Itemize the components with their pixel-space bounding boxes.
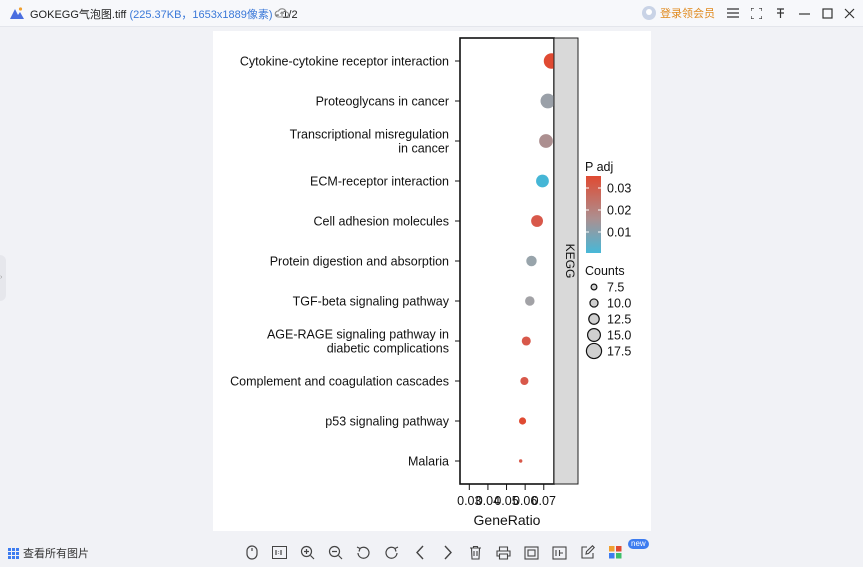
crop-icon[interactable] — [522, 543, 541, 562]
color-legend-label: 0.01 — [607, 226, 631, 240]
color-legend-label: 0.03 — [607, 182, 631, 196]
y-tick-label: Cytokine-cytokine receptor interaction — [240, 55, 449, 69]
size-legend-label: 10.0 — [607, 297, 631, 311]
vip-label: 登录领会员 — [660, 8, 715, 20]
data-point — [540, 93, 556, 109]
actual-size-icon[interactable] — [270, 543, 289, 562]
pin-icon[interactable] — [771, 4, 789, 22]
size-legend-label: 15.0 — [607, 329, 631, 343]
data-point — [525, 296, 535, 306]
size-legend-label: 7.5 — [607, 281, 624, 295]
y-tick-label: p53 signaling pathway — [325, 415, 449, 429]
data-point — [518, 459, 523, 463]
cloud-upload-icon[interactable] — [274, 6, 290, 20]
delete-icon[interactable] — [466, 543, 485, 562]
y-tick-label: Transcriptional misregulation — [290, 128, 449, 142]
title-bar: GOKEGG气泡图.tiff (225.37KB，1653x1889像素) - … — [0, 0, 863, 27]
edit-icon[interactable] — [578, 543, 597, 562]
y-tick-label: ECM-receptor interaction — [310, 175, 449, 189]
view-all-images-button[interactable]: 查看所有图片 — [8, 545, 89, 561]
print-icon[interactable] — [494, 543, 513, 562]
data-point — [536, 174, 549, 188]
color-legend-title: P adj — [585, 160, 613, 174]
y-tick-label: Complement and coagulation cascades — [230, 375, 449, 389]
menu-icon[interactable] — [724, 4, 742, 22]
vip-login-button[interactable]: 登录领会员 — [642, 5, 715, 21]
y-tick-label: Cell adhesion molecules — [314, 215, 450, 229]
image-canvas: Cytokine-cytokine receptor interaction Pr… — [213, 31, 651, 531]
x-axis-title: GeneRatio — [474, 512, 541, 528]
data-point — [518, 417, 527, 425]
facet-label: KEGG — [563, 244, 577, 279]
next-icon[interactable] — [438, 543, 457, 562]
minimize-icon[interactable] — [795, 4, 813, 22]
size-legend-label: 17.5 — [607, 345, 631, 359]
file-meta: (225.37KB，1653x1889像素) — [129, 9, 273, 21]
bubble-chart: Cytokine-cytokine receptor interaction Pr… — [230, 37, 631, 528]
compare-icon[interactable] — [550, 543, 569, 562]
zoom-in-icon[interactable] — [298, 543, 317, 562]
y-tick-label: TGF-beta signaling pathway — [293, 295, 450, 309]
maximize-icon[interactable] — [818, 4, 836, 22]
grid-icon — [8, 547, 19, 559]
size-legend-key — [590, 283, 598, 291]
avatar-icon — [642, 6, 656, 20]
color-legend-bar — [586, 176, 601, 253]
data-point — [521, 336, 531, 346]
y-tick-label: diabetic complications — [327, 342, 449, 356]
y-tick-label: Proteoglycans in cancer — [316, 95, 449, 109]
size-legend-key — [589, 298, 599, 308]
window-title: GOKEGG气泡图.tiff (225.37KB，1653x1889像素) - … — [30, 6, 298, 22]
app-logo-icon — [10, 7, 24, 19]
x-tick-label: 0.06 — [513, 494, 537, 508]
y-tick-label: in cancer — [398, 142, 449, 156]
file-name: GOKEGG气泡图.tiff — [30, 9, 127, 21]
rotate-right-icon[interactable] — [382, 543, 401, 562]
side-panel-handle[interactable]: › — [0, 255, 6, 301]
bottom-toolbar: 查看所有图片 new — [0, 538, 863, 567]
size-legend-key — [585, 342, 603, 360]
facet-strip — [553, 37, 579, 485]
close-icon[interactable] — [840, 4, 858, 22]
y-tick-label: AGE-RAGE signaling pathway in — [267, 328, 449, 342]
rotate-left-icon[interactable] — [354, 543, 373, 562]
toolbar-tools — [242, 543, 625, 562]
view-all-label: 查看所有图片 — [23, 548, 89, 560]
mouse-icon[interactable] — [242, 543, 261, 562]
plot-panel — [459, 37, 555, 485]
x-tick-label: 0.04 — [476, 494, 500, 508]
size-legend-title: Counts — [585, 264, 625, 278]
y-tick-label: Malaria — [408, 455, 449, 469]
x-tick-label: 0.05 — [494, 494, 518, 508]
size-legend-key — [587, 328, 602, 343]
data-point — [531, 215, 543, 227]
y-tick-label: Protein digestion and absorption — [270, 255, 449, 269]
size-legend-key — [588, 313, 600, 325]
color-legend-label: 0.02 — [607, 204, 631, 218]
zoom-out-icon[interactable] — [326, 543, 345, 562]
page-indicator: - 1/2 — [272, 9, 298, 21]
x-tick-label: 0.03 — [457, 494, 481, 508]
fullscreen-icon[interactable] — [747, 4, 765, 22]
apps-icon[interactable] — [606, 543, 625, 562]
size-legend-label: 12.5 — [607, 313, 631, 327]
x-tick-label: 0.07 — [532, 494, 556, 508]
data-point — [520, 376, 529, 386]
new-badge: new — [628, 539, 649, 549]
data-point — [539, 134, 553, 148]
previous-icon[interactable] — [410, 543, 429, 562]
data-point — [526, 255, 537, 267]
